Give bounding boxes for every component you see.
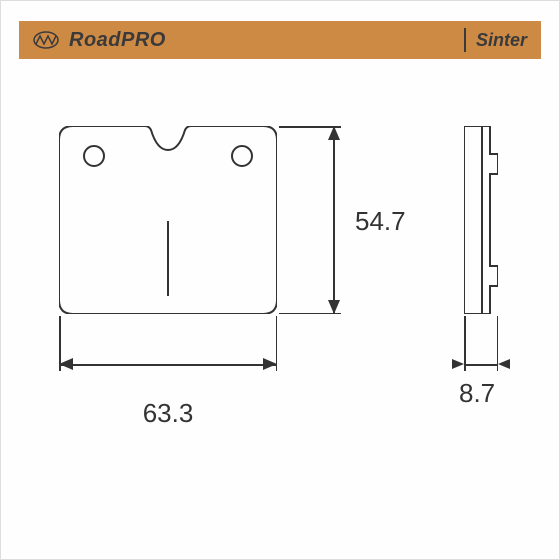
- arrow-head: [452, 359, 464, 369]
- extension-line: [464, 316, 466, 371]
- arrow-head: [498, 359, 510, 369]
- header-divider: [464, 28, 466, 52]
- arrow-head: [328, 300, 340, 314]
- brand-name: RoadPRO: [69, 29, 166, 52]
- product-spec-card: RoadPRO Sinter 54.7: [0, 0, 560, 560]
- header-bar: RoadPRO Sinter: [19, 21, 541, 59]
- dimension-diagram: 54.7 63.3 8.7: [19, 76, 541, 541]
- product-type: Sinter: [476, 30, 527, 51]
- brand-logo-icon: [33, 31, 59, 49]
- width-dimension: 63.3: [59, 356, 277, 429]
- arrow-head: [328, 126, 340, 140]
- header-left: RoadPRO: [33, 29, 166, 52]
- brake-pad-front-view: [59, 126, 277, 314]
- thickness-value: 8.7: [459, 378, 495, 409]
- brake-pad-side-view: [464, 126, 498, 314]
- dimension-line: [464, 364, 498, 366]
- arrow-head: [263, 358, 277, 370]
- height-value: 54.7: [355, 206, 406, 237]
- dimension-line: [333, 126, 335, 314]
- dimension-line: [59, 364, 277, 366]
- width-value: 63.3: [59, 398, 277, 429]
- arrow-head: [59, 358, 73, 370]
- header-right: Sinter: [464, 28, 527, 52]
